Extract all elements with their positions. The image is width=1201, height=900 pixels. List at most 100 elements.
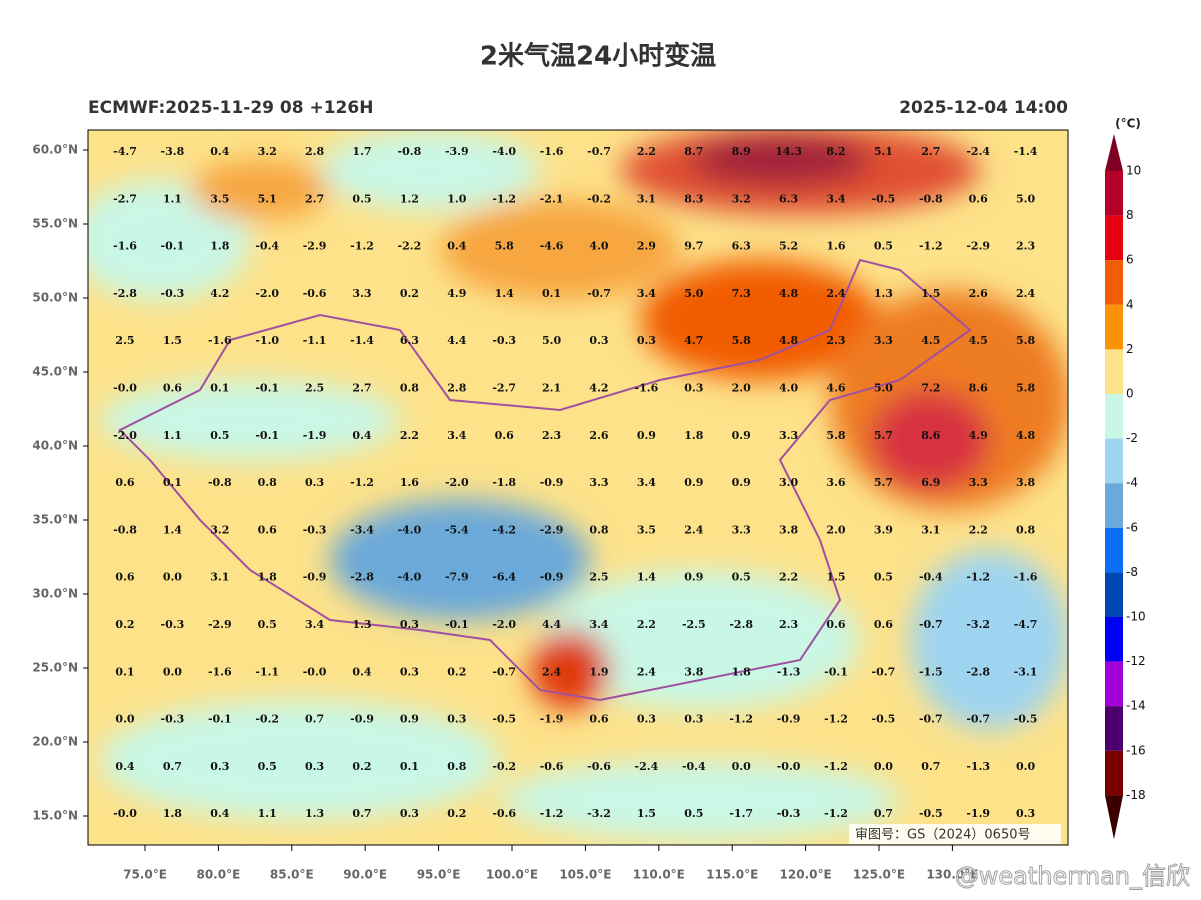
grid-value: 2.2 — [637, 145, 656, 158]
colorbar-label: -4 — [1126, 476, 1138, 490]
grid-value: 0.4 — [210, 807, 229, 820]
grid-value: 0.5 — [874, 240, 893, 253]
stamp-box — [849, 824, 1061, 844]
grid-value: 6.3 — [400, 334, 419, 347]
grid-value: -0.9 — [777, 713, 801, 726]
grid-value: -0.4 — [682, 760, 706, 773]
grid-value: -1.2 — [966, 571, 990, 584]
grid-value: -2.8 — [350, 571, 374, 584]
grid-value: 1.8 — [732, 665, 751, 678]
grid-value: -0.7 — [492, 665, 516, 678]
colorbar-label: -12 — [1126, 654, 1146, 668]
grid-value: -0.2 — [587, 192, 611, 205]
grid-value: -0.1 — [161, 240, 185, 253]
grid-value: 2.6 — [969, 287, 988, 300]
grid-value: 4.7 — [684, 334, 703, 347]
grid-value: 0.6 — [874, 618, 893, 631]
grid-value: -0.9 — [350, 713, 374, 726]
grid-value: 0.9 — [684, 476, 703, 489]
grid-value: -1.7 — [729, 807, 753, 820]
colorbar-label: -10 — [1126, 610, 1146, 624]
grid-value: -2.9 — [540, 523, 564, 536]
grid-value: -4.0 — [492, 145, 516, 158]
grid-value: 5.8 — [732, 334, 751, 347]
grid-value: 2.2 — [969, 523, 988, 536]
colorbar-label: 0 — [1126, 387, 1134, 401]
grid-value: -3.9 — [445, 145, 469, 158]
grid-value: 4.0 — [779, 382, 798, 395]
grid-value: 2.3 — [542, 429, 561, 442]
grid-value: 0.3 — [1016, 807, 1035, 820]
lat-label: 40.0°N — [32, 439, 78, 453]
grid-value: 2.3 — [826, 334, 845, 347]
colorbar-label: -8 — [1126, 565, 1138, 579]
grid-value: -0.0 — [777, 760, 801, 773]
grid-value: -1.9 — [966, 807, 990, 820]
grid-value: 0.2 — [115, 618, 134, 631]
grid-value: 0.7 — [305, 713, 324, 726]
grid-value: -0.6 — [540, 760, 564, 773]
grid-value: 3.0 — [779, 476, 798, 489]
colorbar-label: 6 — [1126, 253, 1134, 267]
grid-value: 7.3 — [732, 287, 751, 300]
grid-value: -0.2 — [492, 760, 516, 773]
grid-value: 2.7 — [305, 192, 324, 205]
grid-value: 0.5 — [352, 192, 371, 205]
grid-value: 0.7 — [874, 807, 893, 820]
colorbar-segment — [1105, 750, 1123, 796]
grid-value: 8.6 — [969, 382, 988, 395]
title: 2米气温24小时变温 — [480, 41, 716, 72]
grid-value: 6.3 — [732, 240, 751, 253]
grid-value: 0.6 — [258, 523, 277, 536]
grid-value: 0.5 — [874, 571, 893, 584]
grid-value: 0.3 — [684, 382, 703, 395]
grid-value: 0.6 — [115, 476, 134, 489]
colorbar-label: -2 — [1126, 431, 1138, 445]
grid-value: 0.4 — [352, 429, 371, 442]
colorbar-label: 10 — [1126, 164, 1141, 178]
grid-value: 3.3 — [589, 476, 608, 489]
grid-value: -1.2 — [350, 476, 374, 489]
grid-value: 3.5 — [210, 192, 229, 205]
grid-value: 5.0 — [874, 382, 893, 395]
grid-value: 0.5 — [258, 760, 277, 773]
grid-value: 5.0 — [684, 287, 703, 300]
grid-value: -4.0 — [398, 571, 422, 584]
grid-value: 2.4 — [826, 287, 845, 300]
grid-value: 0.3 — [684, 713, 703, 726]
grid-value: 1.8 — [163, 807, 182, 820]
grid-value: -0.8 — [113, 523, 137, 536]
grid-value: 1.5 — [637, 807, 656, 820]
grid-value: 3.2 — [258, 145, 277, 158]
grid-value: -5.4 — [445, 523, 469, 536]
grid-value: 1.8 — [258, 571, 277, 584]
grid-value: -0.0 — [113, 807, 137, 820]
grid-value: -0.1 — [255, 382, 279, 395]
grid-value: 4.4 — [542, 618, 561, 631]
grid-value: 1.1 — [258, 807, 277, 820]
grid-value: 2.2 — [400, 429, 419, 442]
grid-value: -2.2 — [398, 240, 422, 253]
grid-value: -2.4 — [966, 145, 990, 158]
grid-value: 5.8 — [826, 429, 845, 442]
grid-value: 0.2 — [400, 287, 419, 300]
grid-value: -0.6 — [303, 287, 327, 300]
colorbar-segment — [1105, 617, 1123, 662]
grid-value: 2.3 — [779, 618, 798, 631]
grid-value: 3.4 — [447, 429, 466, 442]
grid-value: 0.3 — [637, 713, 656, 726]
grid-value: -2.7 — [113, 192, 137, 205]
grid-value: 0.1 — [210, 382, 229, 395]
grid-value: 0.2 — [447, 665, 466, 678]
grid-value: 0.8 — [400, 382, 419, 395]
grid-value: 2.8 — [305, 145, 324, 158]
grid-value: 1.9 — [589, 665, 608, 678]
grid-value: 0.9 — [732, 429, 751, 442]
grid-value: -0.5 — [492, 713, 516, 726]
lat-label: 15.0°N — [32, 809, 78, 823]
grid-value: 5.7 — [874, 476, 893, 489]
grid-value: 1.4 — [637, 571, 656, 584]
grid-value: -4.0 — [398, 523, 422, 536]
colorbar-segment — [1105, 483, 1123, 528]
